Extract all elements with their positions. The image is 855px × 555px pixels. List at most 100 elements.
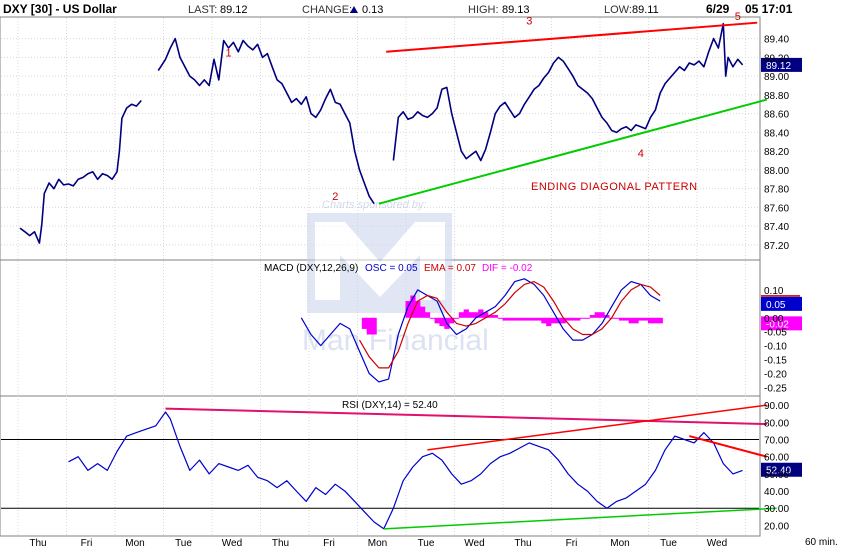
price-y-tick-label: 88.20: [764, 147, 789, 158]
macd-dif-value: -0.02: [766, 319, 789, 330]
price-y-tick-label: 87.60: [764, 203, 789, 214]
price-y-tick-label: 88.00: [764, 166, 789, 177]
rsi-y-tick-label: 40.00: [764, 487, 789, 498]
dif-bar: [580, 317, 586, 319]
dif-bar: [531, 317, 537, 321]
dif-bar: [405, 301, 411, 318]
rsi-last-value-bg: [761, 462, 802, 477]
rsi-series-line: [68, 411, 743, 530]
dif-bar: [463, 309, 469, 318]
price-y-tick-label: 89.20: [764, 53, 789, 64]
rsi-y-tick-label: 60.00: [764, 453, 789, 464]
price-y-tick-label: 88.40: [764, 128, 789, 139]
dif-bar: [638, 317, 644, 321]
x-tick-label: Thu: [272, 538, 289, 549]
x-tick-label: Tue: [660, 538, 677, 549]
price-y-tick-label: 87.20: [764, 241, 789, 252]
change-label: CHANGE:: [302, 4, 352, 16]
dif-bar: [652, 317, 659, 324]
last-label: LAST:: [188, 4, 217, 16]
dif-bar: [648, 317, 654, 324]
support-trendline: [378, 98, 768, 205]
dif-bar: [497, 317, 503, 319]
x-tick-label: Mon: [368, 538, 387, 549]
dif-bar: [410, 295, 416, 318]
dif-bar: [536, 317, 542, 321]
dif-bar: [599, 312, 605, 318]
dif-bar: [565, 317, 571, 321]
dif-bar: [468, 312, 474, 318]
dif-bar: [492, 315, 498, 318]
ending-diagonal-annotation: ENDING DIAGONAL PATTERN: [531, 181, 698, 193]
macd-y-tick-label: -0.20: [764, 370, 787, 381]
dif-bar: [570, 317, 576, 321]
rsi-falling-line-trendline: [689, 435, 768, 458]
x-tick-label: Fri: [323, 538, 335, 549]
dif-bar: [633, 317, 639, 324]
macd-y-tick-label: 0.00: [764, 314, 784, 325]
rsi-lower-support-trendline: [383, 507, 777, 530]
dif-bar: [487, 315, 494, 318]
watermark-text-bottom: Man Financial: [302, 324, 489, 357]
dif-bar: [657, 317, 663, 324]
macd-layer: 0.05 -0.02: [300, 278, 802, 383]
wave-label: 2: [332, 191, 338, 203]
wave-label: 1: [225, 47, 231, 59]
rsi-y-tick-label: 20.00: [764, 521, 789, 532]
x-tick-label: Wed: [707, 538, 727, 549]
x-interval-label: 60 min.: [805, 537, 838, 548]
price-y-tick-label: 87.40: [764, 222, 789, 233]
up-arrow-icon: [350, 6, 358, 13]
macd-y-tick-label: -0.15: [764, 356, 787, 367]
dif-bar: [604, 315, 610, 318]
x-tick-label: Wed: [222, 538, 242, 549]
dif-bar: [502, 317, 508, 321]
dif-bar: [361, 317, 368, 329]
x-tick-label: Tue: [418, 538, 435, 549]
x-tick-label: Thu: [29, 538, 46, 549]
wave-label: 4: [638, 148, 644, 160]
dif-bar: [541, 317, 547, 324]
dif-bar: [512, 317, 518, 321]
macd-legend-dif: DIF = -0.02: [482, 263, 533, 274]
price-y-tick-label: 87.80: [764, 185, 789, 196]
x-tick-label: Thu: [514, 538, 531, 549]
price-last-value: 89.12: [766, 61, 791, 72]
macd-title: MACD (DXY,12,26,9): [264, 263, 358, 274]
price-y-tick-label: 89.00: [764, 72, 789, 83]
dif-bar: [594, 312, 600, 318]
x-tick-label: Tue: [175, 538, 192, 549]
ema-series-line: [358, 281, 661, 369]
rsi-panel: [0, 395, 761, 537]
dif-bar: [371, 317, 377, 335]
macd-series-line: [300, 278, 661, 383]
price-series-line: [392, 22, 744, 162]
header-time: 05 17:01: [745, 2, 793, 16]
axis-layer: Thu Fri Mon Tue Wed Thu Fri Mon Tue Wed Thu Fri Mon T…: [29, 35, 789, 549]
rsi-rising-resistance-trendline: [427, 404, 767, 451]
dif-bar: [517, 317, 523, 321]
dif-bar: [628, 317, 634, 324]
rsi-y-tick-label: 30.00: [764, 504, 789, 515]
change-value: 0.13: [362, 4, 383, 16]
dif-bar: [575, 317, 581, 321]
wave-label: 3: [526, 16, 532, 28]
x-tick-label: Mon: [610, 538, 629, 549]
dif-bar: [643, 317, 649, 321]
price-y-tick-label: 88.80: [764, 91, 789, 102]
header-date: 6/29: [706, 2, 730, 16]
dif-bar: [478, 309, 484, 318]
last-value: 89.12: [220, 4, 248, 16]
symbol-title: DXY [30] - US Dollar: [3, 2, 117, 16]
macd-legend-osc: OSC = 0.05: [365, 263, 418, 274]
dif-bar: [420, 306, 426, 318]
dif-bar: [521, 317, 528, 321]
price-series-line: [157, 37, 375, 205]
dif-bar: [507, 317, 513, 321]
dif-bar: [473, 312, 479, 318]
dif-bar: [584, 317, 591, 319]
rsi-upper-resistance-trendline: [165, 407, 767, 426]
rsi-title: RSI (DXY,14) = 52.40: [342, 400, 438, 411]
